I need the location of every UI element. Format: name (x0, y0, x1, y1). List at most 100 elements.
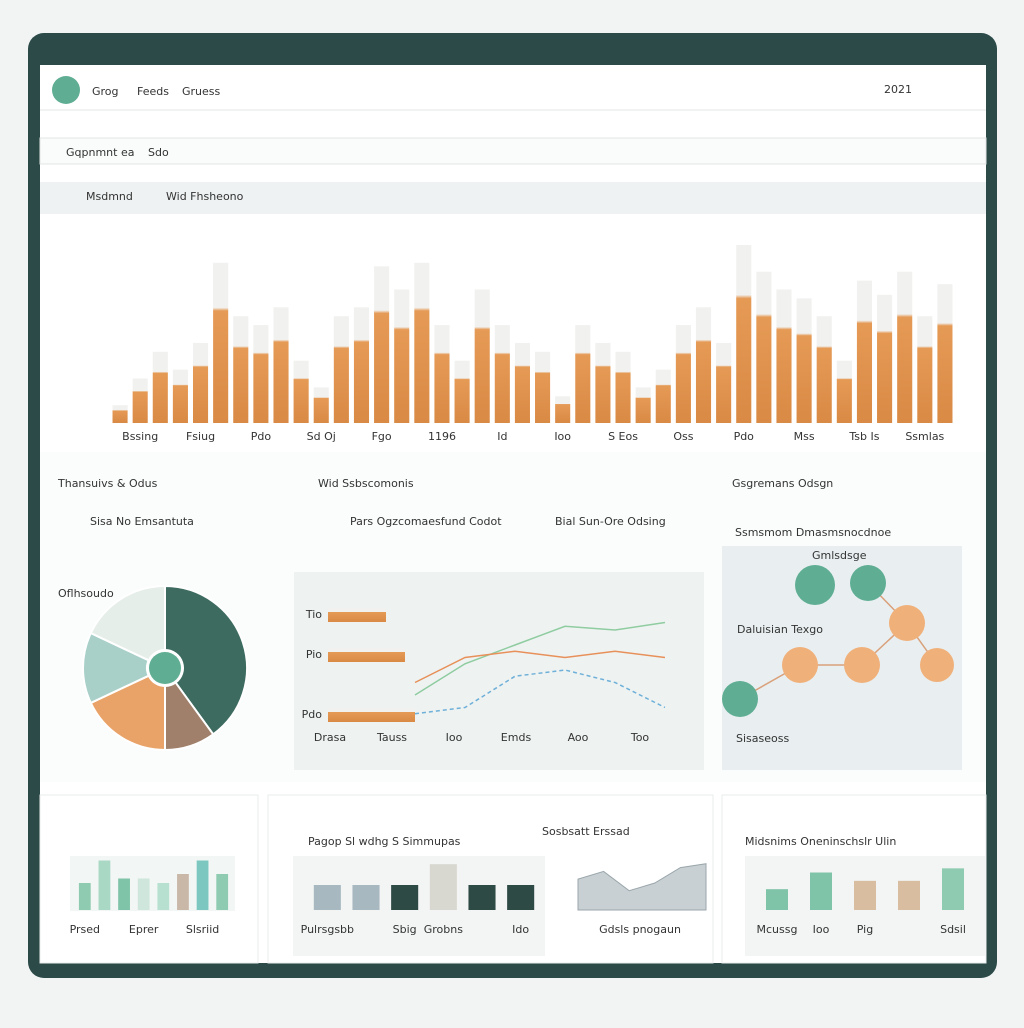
bar (856, 280, 873, 423)
legend-entry: Sisa No Emsantuta (90, 515, 194, 528)
nav-item[interactable]: Gruess (182, 85, 221, 98)
search-text[interactable]: Msdmnd (86, 190, 133, 203)
bar (132, 378, 148, 423)
x-tick-label: Sbig (393, 923, 417, 936)
x-tick-label: Prsed (70, 923, 100, 936)
bar (836, 360, 852, 423)
area-label: Gdsls pnogaun (599, 923, 681, 936)
bar (177, 874, 189, 910)
bar (137, 878, 150, 910)
bar (615, 351, 631, 423)
x-tick-label: Tsb Is (848, 430, 879, 443)
toolbar-text: Gqpnmnt ea (66, 146, 134, 159)
pie-slice (89, 584, 166, 662)
bar (192, 342, 209, 423)
bar (391, 885, 419, 910)
bar (474, 289, 490, 423)
bar (313, 885, 341, 910)
x-tick-label: Fsiug (186, 430, 215, 443)
slice-label: Oflhsoudo (58, 587, 114, 600)
x-tick-label: Pig (857, 923, 873, 936)
bar (766, 889, 788, 910)
bar (253, 325, 269, 423)
bar (695, 307, 712, 423)
bar (233, 316, 249, 423)
x-tick-label: Ido (512, 923, 529, 936)
bar (595, 342, 611, 423)
x-tick-label: Mcussg (757, 923, 798, 936)
chart-title: Thansuivs & Odus (57, 477, 158, 490)
bar (810, 872, 832, 910)
bar (854, 880, 876, 910)
bar (937, 284, 953, 423)
chart-title: Wid Ssbscomonis (318, 477, 414, 490)
panel-title: Gsgremans Odsgn (732, 477, 833, 490)
hbar (328, 608, 386, 622)
bar (112, 405, 128, 423)
x-tick-label: Ioo (446, 731, 463, 744)
bar (98, 860, 111, 910)
bar (917, 316, 933, 423)
line-series (414, 621, 666, 696)
x-tick-label: S Eos (608, 430, 638, 443)
y-tick-label: Pdo (302, 708, 323, 721)
bar (454, 360, 470, 423)
pie-slice (82, 631, 151, 705)
x-tick-label: Id (497, 430, 507, 443)
line-series (414, 650, 666, 684)
bar (353, 307, 370, 423)
nav-item[interactable]: Feeds (137, 85, 169, 98)
node-label: Daluisian Texgo (737, 623, 823, 636)
bar (172, 369, 188, 423)
bar (196, 860, 209, 910)
x-tick-label: Fgo (372, 430, 392, 443)
x-tick-label: Aoo (568, 731, 589, 744)
area (577, 863, 707, 911)
x-tick-label: Ioo (554, 430, 571, 443)
x-tick-label: Grobns (424, 923, 463, 936)
chart-title: Sosbsatt Erssad (542, 825, 630, 838)
x-tick-label: Ioo (813, 923, 830, 936)
pie-center (149, 652, 181, 684)
bar (429, 864, 457, 910)
bar (816, 316, 832, 423)
line-series (414, 669, 666, 715)
bar (494, 325, 510, 423)
x-tick-label: Too (630, 731, 650, 744)
bar (352, 885, 380, 910)
line-panel (294, 572, 704, 770)
bar (514, 342, 530, 423)
bar (333, 316, 349, 423)
bar (756, 271, 772, 423)
bar (78, 883, 91, 910)
y-tick-label: Pio (306, 648, 322, 661)
bar (897, 271, 913, 423)
x-tick-label: Drasa (314, 731, 346, 744)
pie-slice (164, 584, 248, 736)
search-text[interactable]: Wid Fhsheono (166, 190, 244, 203)
brand: Grog (92, 85, 119, 98)
bar (507, 885, 535, 910)
bar (293, 360, 309, 423)
bar (635, 387, 651, 423)
x-tick-label: Eprer (129, 923, 159, 936)
bar (942, 868, 964, 910)
bar (675, 325, 691, 423)
bar (213, 262, 229, 423)
x-tick-label: Sd Oj (307, 430, 336, 443)
bar (575, 325, 591, 423)
x-tick-label: Pulrsgsbb (301, 923, 354, 936)
bar (736, 245, 752, 423)
x-tick-label: Sdsil (940, 923, 966, 936)
legend-entry: Pars Ogzcomaesfund Codot (350, 515, 502, 528)
x-tick-label: Bssing (122, 430, 158, 443)
chart-title: Pagop Sl wdhg S Simmupas (308, 835, 461, 848)
toolbar (39, 137, 987, 165)
bar (394, 289, 410, 423)
bar (434, 325, 450, 423)
bar (898, 880, 920, 910)
bar (152, 351, 168, 423)
x-tick-label: Pdo (251, 430, 272, 443)
